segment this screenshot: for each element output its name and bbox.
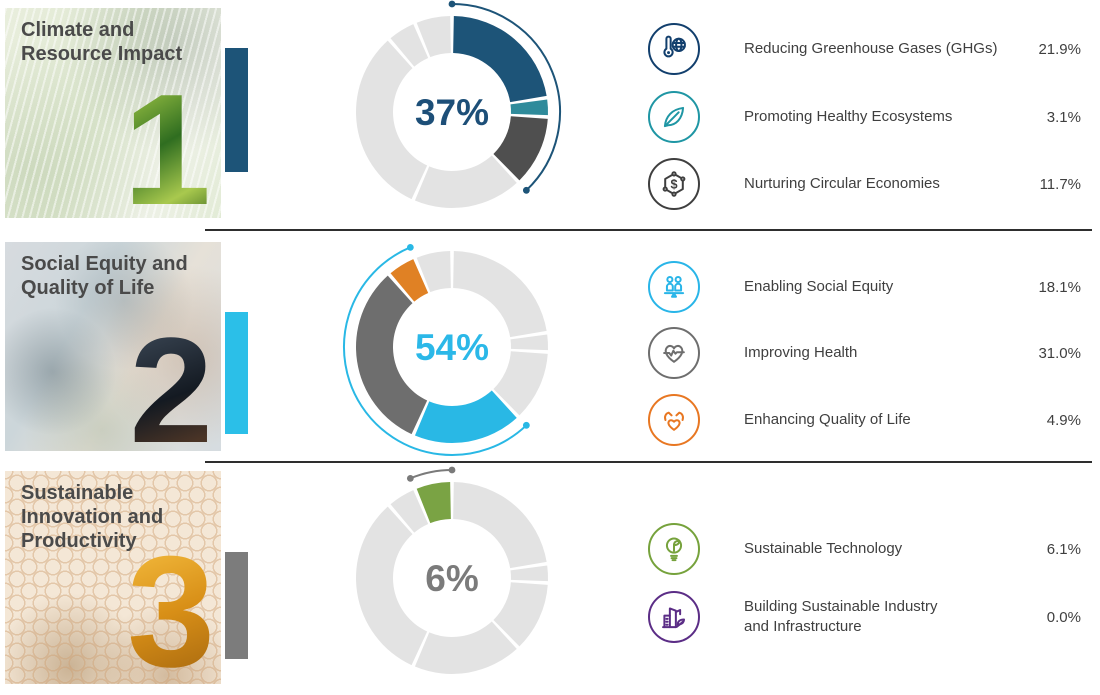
leaf-icon	[648, 91, 700, 143]
section1-accent-bar	[225, 48, 248, 172]
section1-title-line2: Resource Impact	[21, 43, 183, 65]
section3-number: 3	[127, 523, 215, 684]
section3-title-line3: Productivity	[21, 530, 137, 552]
item-label: Nurturing Circular Economies	[744, 174, 940, 192]
legend-row: Enhancing Quality of Life 4.9%	[648, 393, 1081, 447]
thermometer-globe-icon	[648, 23, 700, 75]
item-value: 11.7%	[1039, 175, 1081, 193]
legend-row: Enabling Social Equity 18.1%	[648, 260, 1081, 314]
section3-title-line1: Sustainable	[21, 482, 134, 504]
section1-photo-palm-leaves: Climate and Resource Impact 1	[5, 8, 221, 218]
legend-row: Promoting Healthy Ecosystems 3.1%	[648, 90, 1081, 144]
item-label: Sustainable Technology	[744, 539, 903, 557]
section3-accent-bar	[225, 552, 248, 659]
item-value: 6.1%	[1046, 540, 1081, 558]
section3-title-line2: Innovation and	[21, 506, 164, 528]
legend-row: Reducing Greenhouse Gases (GHGs) 21.9%	[648, 22, 1081, 76]
item-label: Enabling Social Equity	[744, 277, 894, 295]
donut-chart-1-svg: 37%	[355, 0, 561, 208]
item-value: 4.9%	[1046, 411, 1081, 429]
section-divider	[205, 461, 1092, 463]
legend-row: Sustainable Technology 6.1%	[648, 522, 1081, 576]
item-label: Promoting Healthy Ecosystems	[744, 107, 953, 125]
item-label: Reducing Greenhouse Gases (GHGs)	[744, 39, 998, 57]
donut-center-label: 54%	[415, 327, 489, 368]
section2-title: Social Equity and Quality of Life	[21, 252, 188, 300]
section2-accent-bar	[225, 312, 248, 434]
section3-title: Sustainable Innovation and Productivity	[21, 481, 163, 553]
legend-row: Improving Health 31.0%	[648, 326, 1081, 380]
heart-pulse-icon	[648, 327, 700, 379]
section2-title-line2: Quality of Life	[21, 277, 155, 299]
item-label: Improving Health	[744, 343, 858, 361]
item-value: 31.0%	[1038, 344, 1081, 362]
item-value: 21.9%	[1038, 40, 1081, 58]
building-leaf-icon	[648, 591, 700, 643]
item-label: Building Sustainable Industry and Infras…	[744, 597, 938, 635]
item-value: 3.1%	[1046, 108, 1081, 126]
donut-chart-3-svg: 6%	[355, 466, 549, 674]
circular-economy-icon: $	[648, 158, 700, 210]
donut-center-label: 6%	[425, 558, 478, 599]
donut-center-label: 37%	[415, 92, 489, 133]
legend-row: Building Sustainable Industry and Infras…	[648, 590, 1081, 644]
section2-title-line1: Social Equity and	[21, 253, 188, 275]
section2-photo-volunteers: Social Equity and Quality of Life 2	[5, 242, 221, 451]
section3-photo-honeycomb-bees: Sustainable Innovation and Productivity …	[5, 471, 221, 684]
item-value: 18.1%	[1038, 278, 1081, 296]
section1-number: 1	[123, 61, 211, 218]
people-balance-icon	[648, 261, 700, 313]
item-value: 0.0%	[1046, 608, 1081, 626]
donut-chart-2-svg: 54%	[343, 243, 549, 456]
hands-heart-icon	[648, 394, 700, 446]
legend-row: $ Nurturing Circular Economies 11.7%	[648, 157, 1081, 211]
section2-number: 2	[129, 306, 213, 451]
donut-chart-2: 54%	[320, 232, 584, 464]
section1-title-line1: Climate and	[21, 19, 135, 41]
item-label: Enhancing Quality of Life	[744, 410, 911, 428]
section1-title: Climate and Resource Impact	[21, 18, 182, 66]
section-divider	[205, 229, 1092, 231]
donut-chart-1: 37%	[320, 0, 584, 232]
donut-chart-3: 6%	[320, 463, 584, 695]
svg-text:$: $	[670, 177, 677, 191]
bulb-leaf-icon	[648, 523, 700, 575]
